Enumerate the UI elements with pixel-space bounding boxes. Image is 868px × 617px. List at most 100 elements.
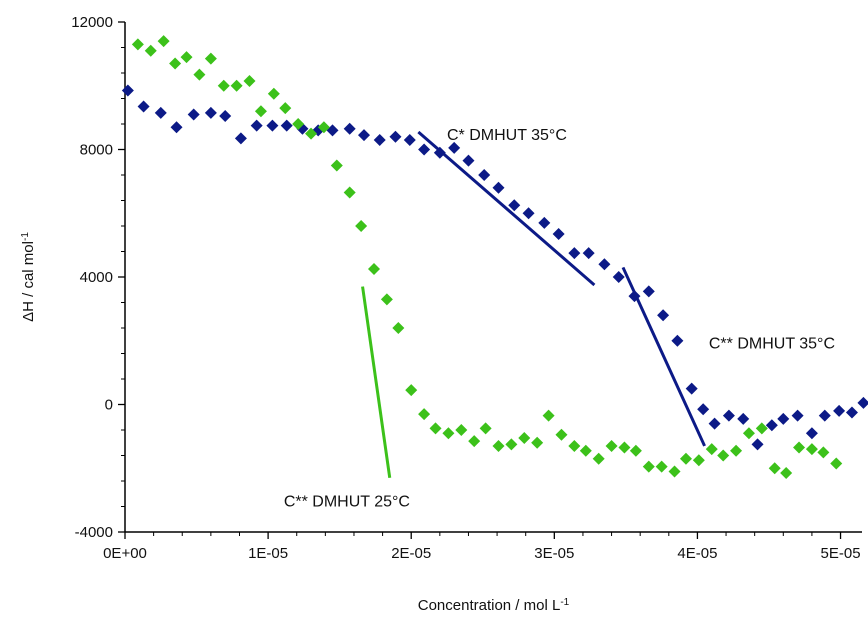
x-axis-title-superscript: -1 xyxy=(560,597,569,608)
data-point xyxy=(538,216,551,229)
data-point xyxy=(612,271,625,283)
data-point xyxy=(492,439,505,452)
data-point xyxy=(518,431,531,444)
data-point xyxy=(250,119,263,132)
data-point xyxy=(204,52,217,65)
x-tick-label: 4E-05 xyxy=(677,545,717,562)
data-point xyxy=(462,154,475,167)
data-point xyxy=(655,460,668,473)
data-points xyxy=(121,35,868,480)
data-point xyxy=(717,449,730,462)
data-point xyxy=(243,74,256,87)
data-point xyxy=(448,141,461,154)
data-point xyxy=(355,220,368,232)
data-point xyxy=(234,132,247,145)
data-point xyxy=(508,199,521,212)
data-point xyxy=(392,322,405,334)
data-point xyxy=(405,384,418,397)
data-point xyxy=(833,404,846,417)
data-point xyxy=(280,119,293,132)
data-point xyxy=(266,119,279,132)
y-tick-label: 12000 xyxy=(71,14,113,31)
fit-line xyxy=(361,286,392,479)
x-tick-label: 2E-05 xyxy=(391,545,431,562)
x-axis-ticks: 0E+00 1E-05 2E-05 3E-05 4E-05 5E-05 xyxy=(103,532,861,562)
axes xyxy=(124,22,862,533)
data-point xyxy=(492,181,505,194)
x-tick-label: 0E+00 xyxy=(103,545,147,562)
data-point xyxy=(679,452,692,465)
data-point xyxy=(671,334,684,347)
annotation-label: C** DMHUT 25°C xyxy=(284,494,410,511)
y-axis-title: ΔH / cal mol-1 xyxy=(20,232,38,322)
y-tick-label: 0 xyxy=(105,397,113,414)
y-axis-title-superscript: -1 xyxy=(20,232,31,241)
data-point xyxy=(279,102,292,115)
data-point xyxy=(169,57,182,70)
data-point xyxy=(642,285,655,298)
y-axis-ticks: -4000 0 4000 8000 12000 xyxy=(71,14,125,541)
data-point xyxy=(217,79,230,92)
data-point xyxy=(642,460,655,473)
data-point xyxy=(418,408,431,421)
data-point xyxy=(357,129,370,142)
annotation-label: C** DMHUT 35°C xyxy=(709,336,835,353)
data-point xyxy=(765,419,778,432)
data-point xyxy=(598,258,611,271)
data-point xyxy=(468,435,481,448)
data-point xyxy=(751,438,764,451)
data-point xyxy=(780,467,793,480)
data-point xyxy=(180,51,193,64)
data-point xyxy=(697,403,710,416)
data-point xyxy=(628,290,641,303)
fit-lines xyxy=(361,130,706,479)
data-point xyxy=(692,454,705,467)
data-point xyxy=(817,446,830,459)
data-point xyxy=(592,452,605,465)
data-point xyxy=(144,44,157,57)
data-point xyxy=(418,143,431,156)
data-point xyxy=(317,121,330,134)
data-point xyxy=(708,417,721,430)
data-point xyxy=(818,409,831,422)
data-point xyxy=(479,422,492,435)
x-tick-label: 1E-05 xyxy=(248,545,288,562)
data-point xyxy=(187,108,200,121)
data-point xyxy=(373,133,386,146)
data-point xyxy=(618,441,631,454)
y-tick-label: 8000 xyxy=(80,142,113,159)
data-point xyxy=(137,100,150,113)
data-point xyxy=(343,122,356,135)
data-point xyxy=(403,133,416,146)
data-point xyxy=(455,424,468,436)
data-point xyxy=(522,207,535,220)
data-point xyxy=(305,127,318,140)
data-point xyxy=(380,293,393,306)
data-point xyxy=(478,169,491,181)
x-axis-title: Concentration / mol L-1 xyxy=(418,597,570,615)
data-point xyxy=(170,121,183,134)
data-point xyxy=(292,118,305,130)
data-point xyxy=(219,110,232,123)
data-point xyxy=(730,444,743,457)
data-point xyxy=(343,186,356,199)
data-point xyxy=(552,227,565,240)
data-point xyxy=(230,79,243,92)
data-point xyxy=(579,444,592,457)
data-point xyxy=(768,462,781,475)
x-axis-title-text: Concentration / mol L xyxy=(418,597,561,614)
data-point xyxy=(668,465,681,478)
data-point xyxy=(433,146,446,159)
data-point xyxy=(737,412,750,425)
data-point xyxy=(442,427,455,440)
data-point xyxy=(805,427,818,440)
data-point xyxy=(429,422,442,435)
data-point xyxy=(805,443,818,456)
data-point xyxy=(629,444,642,457)
data-point xyxy=(857,396,868,409)
data-point xyxy=(568,247,581,260)
data-point xyxy=(267,87,280,100)
x-tick-label: 3E-05 xyxy=(534,545,574,562)
data-point xyxy=(330,159,343,172)
